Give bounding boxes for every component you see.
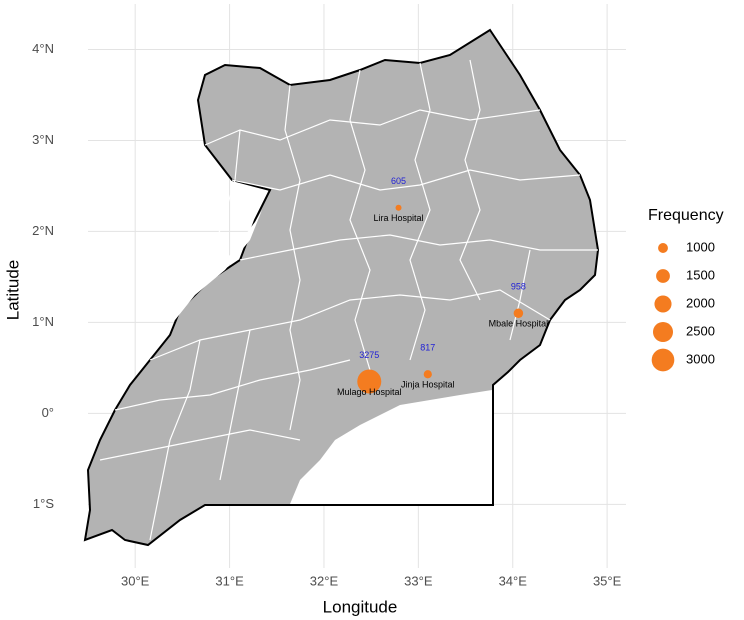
y-tick-label: 1°N	[32, 314, 54, 329]
x-tick-label: 30°E	[121, 573, 150, 588]
bubble	[513, 308, 524, 319]
legend-label: 1500	[686, 267, 715, 282]
y-tick-label: 1°S	[33, 496, 54, 511]
x-tick-label: 33°E	[404, 573, 433, 588]
uganda-map	[83, 28, 600, 547]
legend-title: Frequency	[648, 207, 724, 224]
bubble	[395, 204, 402, 211]
x-tick-label: 35°E	[593, 573, 622, 588]
bubble	[357, 369, 382, 394]
marks: 605 Lira Hospital 958 Mbale Hospital 817 Jinj…	[337, 176, 548, 397]
legend-key	[651, 348, 675, 372]
legend-label: 2000	[686, 295, 715, 310]
value-label: 605	[391, 176, 406, 186]
legend-key	[654, 295, 672, 313]
lake-victoria	[290, 390, 492, 504]
x-tick-label: 34°E	[499, 573, 528, 588]
point-label: Lira Hospital	[374, 213, 424, 223]
x-tick-label: 32°E	[310, 573, 339, 588]
value-label: 958	[511, 282, 526, 292]
legend-key	[658, 243, 668, 253]
y-tick-label: 2°N	[32, 223, 54, 238]
point-label: Mbale Hospital	[489, 319, 549, 329]
y-axis-title: Latitude	[3, 260, 22, 321]
size-legend: 1000 1500 2000 2500 3000	[651, 239, 715, 372]
bubble	[423, 370, 432, 379]
point-label: Mulago Hospital	[337, 387, 402, 397]
y-tick-label: 0°	[42, 405, 54, 420]
y-tick-label: 3°N	[32, 132, 54, 147]
y-tick-label: 4°N	[32, 41, 54, 56]
legend-key	[656, 269, 670, 283]
point-label: Jinja Hospital	[401, 380, 455, 390]
lake-albert	[172, 210, 262, 320]
value-label: 3275	[359, 350, 379, 360]
value-label: 817	[420, 343, 435, 353]
x-tick-label: 31°E	[215, 573, 244, 588]
legend-key	[652, 321, 674, 343]
x-axis-title: Longitude	[323, 597, 398, 616]
legend-label: 2500	[686, 323, 715, 338]
legend-label: 1000	[686, 239, 715, 254]
legend-label: 3000	[686, 351, 715, 366]
district-boundaries	[99, 59, 598, 541]
